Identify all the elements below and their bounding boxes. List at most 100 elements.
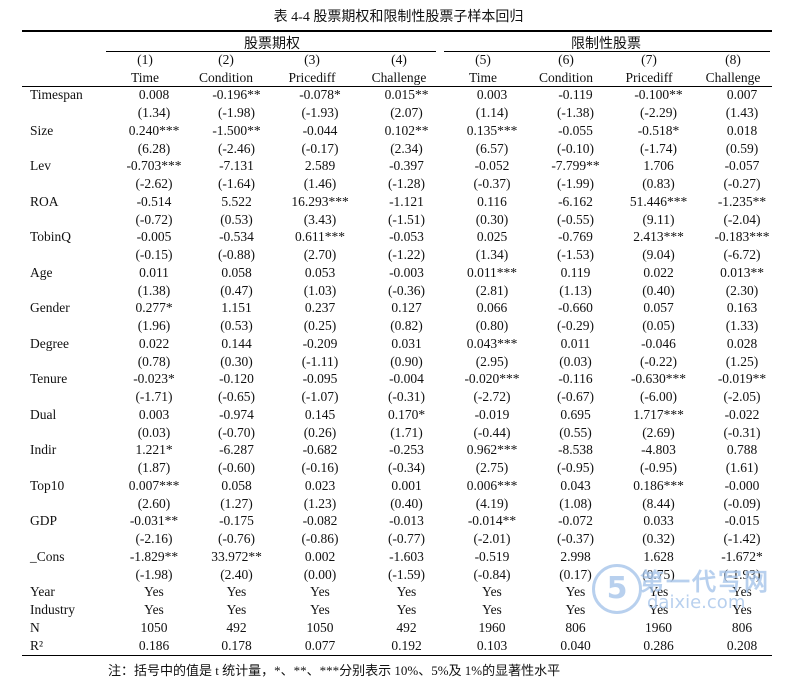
table-row: Size 0.240*** -1.500** -0.044 0.102** 0.135**… <box>22 122 784 140</box>
table-cell: -7.131 <box>219 158 254 174</box>
table-cell: (-0.77) <box>387 531 426 547</box>
table-cell: -0.022 <box>724 406 760 422</box>
table-cell: (-0.95) <box>556 460 595 476</box>
table-cell: -0.005 <box>136 229 172 245</box>
table-cell: 0.002 <box>304 548 336 564</box>
table-cell: -0.031** <box>129 513 179 529</box>
row-label: Timespan <box>30 87 83 103</box>
table-cell: -0.397 <box>389 158 424 174</box>
table-cell: -1.121 <box>389 193 424 209</box>
table-cell: (-0.70) <box>217 424 256 440</box>
table-cell: -0.209 <box>302 335 338 351</box>
table-cell: 0.611*** <box>294 229 346 245</box>
column-name-2: Condition <box>198 70 253 85</box>
table-cell: -0.630*** <box>630 371 687 387</box>
table-row: (2.60) (1.27) (1.23) (0.40) (4.19) (1.08) (8.4… <box>22 494 784 512</box>
table-cell: -0.660 <box>558 300 593 316</box>
table-row: Indir 1.221* -6.287 -0.682 -0.253 0.962*** -8.… <box>22 441 784 459</box>
table-row: (0.78) (0.30) (-1.11) (0.90) (2.95) (0.03) (-0… <box>22 352 784 370</box>
table-cell: (-0.60) <box>217 460 256 476</box>
table-cell: (-1.38) <box>556 105 595 121</box>
table-cell: 492 <box>226 619 247 635</box>
table-cell: (1.27) <box>220 495 253 511</box>
table-cell: -0.046 <box>641 335 676 351</box>
table-cell: (-1.93) <box>301 105 339 121</box>
table-cell: 0.003 <box>138 406 170 422</box>
table-cell: -0.519 <box>474 548 510 564</box>
table-cell: -0.015 <box>724 513 760 529</box>
table-cell: 33.972** <box>211 548 262 564</box>
table-cell: 1960 <box>478 619 506 635</box>
table-cell: 1.151 <box>221 300 252 316</box>
table-cell: Yes <box>482 584 502 600</box>
table-cell: (1.03) <box>303 282 337 298</box>
row-label <box>22 246 112 264</box>
column-number-5: (5) <box>475 52 491 67</box>
table-cell: 0.011*** <box>466 264 518 280</box>
row-label: _Cons <box>30 548 65 564</box>
table-cell: (0.47) <box>220 282 253 298</box>
table-cell: (8.44) <box>642 495 675 511</box>
row-label: ROA <box>30 193 59 209</box>
table-cell: -0.019 <box>474 406 510 422</box>
table-cell: (-2.04) <box>723 211 761 227</box>
table-cell: 0.008 <box>138 87 170 103</box>
table-cell: 0.286 <box>643 637 674 653</box>
table-cell: (-6.72) <box>723 247 761 263</box>
table-cell: 0.237 <box>304 300 336 316</box>
row-label <box>22 281 112 299</box>
table-cell: (2.81) <box>475 282 509 298</box>
table-cell: Yes <box>226 584 247 600</box>
table-cell: 0.277* <box>135 300 173 316</box>
table-cell: 0.127 <box>391 300 422 316</box>
table-cell: 0.186 <box>138 637 170 653</box>
table-cell: (-1.59) <box>387 566 426 582</box>
table-cell: (-0.36) <box>387 282 426 298</box>
table-cell: (-0.27) <box>723 176 761 192</box>
table-cell: 0.058 <box>221 477 252 493</box>
table-cell: (-0.72) <box>135 211 173 227</box>
table-cell: (-1.51) <box>387 211 426 227</box>
row-label: Indir <box>30 442 57 458</box>
group-underline-left <box>106 51 436 52</box>
column-number-1: (1) <box>137 52 153 67</box>
table-cell: -0.078* <box>299 87 341 103</box>
table-row: (1.34) (-1.98) (-1.93) (2.07) (1.14) (-1.38) (… <box>22 104 784 122</box>
table-cell: (0.03) <box>559 353 592 369</box>
table-cell: (-0.86) <box>301 531 339 547</box>
table-cell: -0.196** <box>212 87 261 103</box>
table-cell: (1.13) <box>559 282 592 298</box>
row-label: TobinQ <box>30 229 72 245</box>
table-cell: 0.022 <box>138 335 170 351</box>
table-cell: -0.095 <box>302 371 338 387</box>
table-cell: -6.162 <box>558 193 593 209</box>
table-cell: Yes <box>565 602 586 618</box>
column-name-7: Pricediff <box>625 70 673 85</box>
column-number-7: (7) <box>641 52 657 67</box>
row-label: Top10 <box>30 477 65 493</box>
table-cell: (-1.42) <box>723 531 761 547</box>
table-row: Year Yes Yes Yes Yes Yes Yes Yes Yes <box>22 583 784 601</box>
table-cell: 0.058 <box>221 264 252 280</box>
table-cell: (1.14) <box>475 105 509 121</box>
table-cell: 0.053 <box>304 264 336 280</box>
table-cell: (-0.55) <box>556 211 595 227</box>
regression-table: Timespan 0.008 -0.196** -0.078* 0.015** 0.003… <box>22 86 784 654</box>
table-row: (-0.72) (0.53) (3.43) (-1.51) (0.30) (-0.55) (… <box>22 210 784 228</box>
table-cell: 0.033 <box>643 513 674 529</box>
table-cell: 0.043*** <box>466 335 518 351</box>
table-cell: (0.25) <box>303 318 337 334</box>
table-cell: (-1.98) <box>217 105 256 121</box>
table-cell: (1.96) <box>137 318 171 334</box>
table-cell: -0.072 <box>558 513 593 529</box>
table-cell: (2.34) <box>390 140 423 156</box>
row-label: Year <box>30 584 55 600</box>
row-label: Industry <box>30 602 75 618</box>
table-cell: (3.43) <box>303 211 337 227</box>
table-row: (6.28) (-2.46) (-0.17) (2.34) (6.57) (-0.10) (… <box>22 139 784 157</box>
table-cell: (0.17) <box>559 566 592 582</box>
table-row: ROA -0.514 5.522 16.293*** -1.121 0.116 -6.162… <box>22 193 784 211</box>
table-cell: Yes <box>144 584 164 600</box>
table-row: _Cons -1.829** 33.972** 0.002 -1.603 -0.519 2.… <box>22 548 784 566</box>
column-name-6: Condition <box>538 70 593 85</box>
